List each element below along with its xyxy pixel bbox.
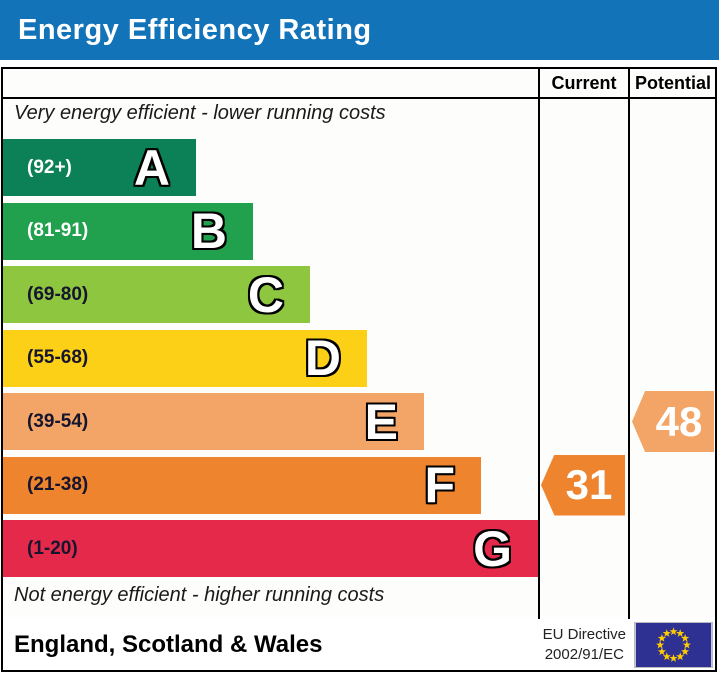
eu-directive-line2: 2002/91/EC [544,645,624,663]
current-rating-value: 31 [565,461,613,508]
band-letter: A [133,139,170,196]
band-e: (39-54) E [3,393,424,450]
header-divider [3,97,715,99]
band-range-label: (21-38) [27,474,89,495]
footer-bar: England, Scotland & Wales EU Directive 2… [3,619,715,670]
title-banner: Energy Efficiency Rating [0,0,719,60]
potential-column-divider [628,69,630,619]
potential-column-header: Potential [634,72,711,93]
bottom-caption: Not energy efficient - higher running co… [14,584,385,606]
band-a: (92+) A [3,139,196,196]
band-letter: F [424,457,455,513]
region-label: England, Scotland & Wales [14,630,323,658]
current-column-header: Current [551,72,617,93]
band-range-label: (81-91) [27,220,89,241]
band-g: (1-20) G [3,520,538,577]
band-range-label: (55-68) [27,347,89,368]
band-letter: G [473,520,512,577]
band-letter: D [304,330,341,386]
page-title: Energy Efficiency Rating [18,13,372,46]
band-range-label: (92+) [27,156,72,178]
current-column-divider [538,69,540,619]
band-range-label: (1-20) [27,537,78,559]
band-c: (69-80) C [3,266,310,323]
potential-rating-arrow: 48 [632,391,714,452]
band-f: (21-38) F [3,456,481,514]
current-rating-arrow: 31 [541,454,625,516]
band-range-label: (69-80) [27,283,89,305]
potential-rating-value: 48 [655,397,703,445]
band-range-label: (39-54) [27,410,89,432]
band-letter: B [190,203,227,259]
eu-flag-icon [634,622,713,668]
band-b: (81-91) B [3,202,253,260]
top-caption: Very energy efficient - lower running co… [14,102,386,124]
band-d: (55-68) D [3,329,367,387]
eu-directive-label: EU Directive 2002/91/EC [543,624,626,665]
eu-directive-line1: EU Directive [542,625,626,643]
band-letter: E [364,393,398,450]
band-letter: C [247,266,284,323]
